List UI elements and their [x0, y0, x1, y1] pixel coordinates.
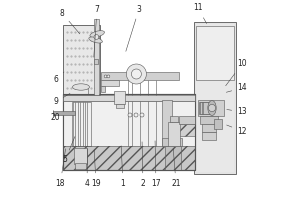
Circle shape: [208, 104, 216, 112]
Ellipse shape: [208, 100, 216, 116]
Text: 8: 8: [60, 8, 80, 34]
Ellipse shape: [89, 37, 102, 43]
Bar: [63, 25, 100, 95]
Bar: [74, 148, 87, 164]
Text: 3: 3: [126, 4, 141, 51]
Circle shape: [107, 75, 110, 78]
Bar: [179, 124, 195, 136]
Bar: [200, 102, 208, 114]
Bar: [162, 138, 182, 146]
Bar: [179, 116, 195, 124]
Text: 14: 14: [226, 83, 247, 92]
Bar: [165, 146, 181, 170]
Text: 20: 20: [51, 112, 60, 121]
Bar: [63, 94, 195, 146]
Bar: [168, 122, 180, 146]
Bar: [116, 104, 124, 108]
Text: 4: 4: [85, 149, 89, 188]
Text: 18: 18: [56, 149, 66, 188]
Bar: [198, 100, 224, 116]
Bar: [194, 22, 236, 174]
Bar: [94, 59, 98, 64]
Text: 2: 2: [141, 142, 146, 188]
Bar: [200, 116, 218, 124]
Bar: [101, 86, 105, 92]
Circle shape: [104, 75, 107, 78]
Text: 21: 21: [171, 149, 181, 188]
Bar: [63, 95, 195, 101]
Circle shape: [128, 113, 132, 117]
Circle shape: [131, 69, 141, 79]
Ellipse shape: [73, 84, 89, 90]
Circle shape: [126, 64, 146, 84]
Text: 11: 11: [193, 3, 207, 24]
Bar: [94, 19, 99, 95]
Bar: [114, 91, 125, 104]
Text: 7: 7: [94, 4, 99, 57]
Circle shape: [134, 113, 138, 117]
Bar: [72, 102, 91, 146]
Bar: [63, 94, 195, 170]
Bar: [196, 26, 234, 80]
Bar: [63, 94, 195, 170]
Text: 10: 10: [226, 60, 247, 86]
Bar: [101, 80, 119, 86]
Text: 19: 19: [91, 150, 101, 188]
Text: 9: 9: [53, 93, 70, 106]
Bar: [75, 163, 86, 169]
Text: 5: 5: [63, 137, 75, 164]
Bar: [199, 102, 207, 114]
Bar: [202, 102, 210, 114]
Bar: [202, 132, 216, 140]
Bar: [170, 116, 178, 122]
Circle shape: [94, 35, 99, 39]
Text: 6: 6: [54, 72, 64, 84]
Text: 12: 12: [226, 125, 247, 136]
Text: 1: 1: [121, 146, 125, 188]
Text: 17: 17: [151, 141, 161, 188]
Ellipse shape: [90, 31, 104, 37]
Bar: [53, 111, 75, 115]
Circle shape: [140, 113, 144, 117]
Bar: [196, 24, 234, 172]
Bar: [202, 124, 216, 132]
Bar: [203, 102, 211, 114]
Text: 13: 13: [227, 108, 247, 116]
Bar: [162, 100, 172, 146]
Bar: [214, 119, 222, 129]
Bar: [101, 72, 179, 80]
